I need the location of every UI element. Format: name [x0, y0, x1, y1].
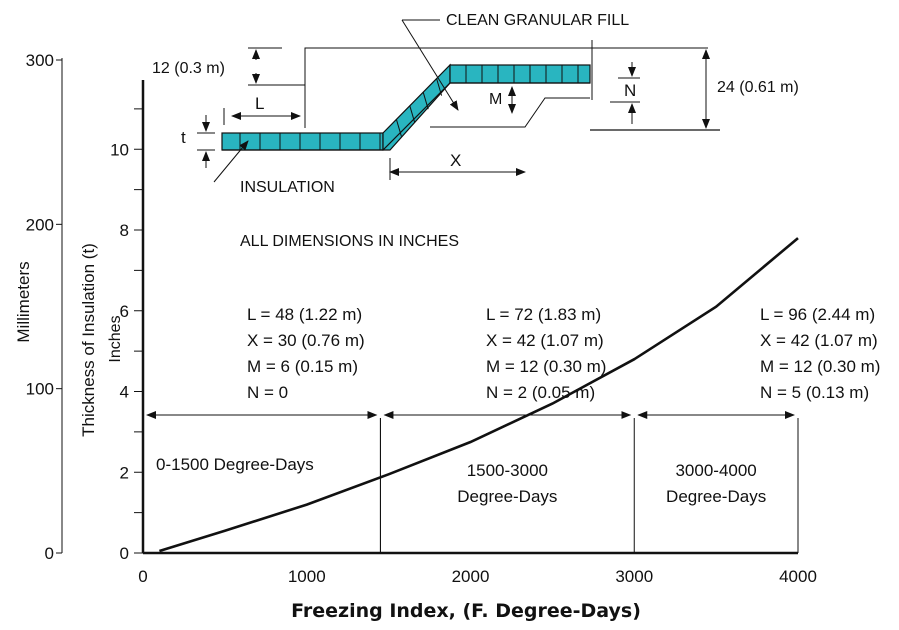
dim-12-label: 12 (0.3 m) [152, 60, 225, 77]
region-3: L = 96 (2.44 m) X = 42 (1.07 m) M = 12 (0.… [633, 305, 880, 553]
fill-leader-diagonal [401, 19, 459, 111]
y-tick-label: 2 [120, 463, 129, 482]
region-param: M = 12 (0.30 m) [760, 357, 880, 376]
region-label-line2: Degree-Days [666, 487, 766, 506]
region-label: 0-1500 Degree-Days [156, 455, 314, 474]
insulation-joint [395, 119, 402, 137]
mm-tick-label: 200 [26, 215, 54, 234]
region-param: X = 42 (1.07 m) [760, 331, 878, 350]
y-ticks: 0 2 4 6 8 10 [110, 108, 143, 563]
region-param: L = 72 (1.83 m) [486, 305, 601, 324]
dim-l-label: L [255, 94, 264, 113]
mm-tick-label: 100 [26, 380, 54, 399]
region-param: N = 2 (0.05 m) [486, 383, 595, 402]
y-tick-label: 8 [120, 221, 129, 240]
insulation-strip-right [449, 64, 591, 84]
insulation-strip-slope [382, 63, 451, 151]
region-label: 3000-4000 [675, 461, 756, 480]
region-2: L = 72 (1.83 m) X = 42 (1.07 m) M = 12 (0.… [379, 305, 632, 553]
region-param: M = 12 (0.30 m) [486, 357, 606, 376]
y-axis-unit: Inches [107, 315, 124, 362]
dim-x-label: X [450, 151, 461, 170]
region-param: L = 96 (2.44 m) [760, 305, 875, 324]
insulation-label: INSULATION [240, 179, 335, 196]
thickness-curve [159, 237, 799, 553]
dim-n-label: N [624, 81, 636, 100]
dim-t-label: t [181, 128, 186, 147]
region-label: 1500-3000 [467, 461, 548, 480]
mm-tick-label: 0 [45, 544, 54, 563]
y-tick-label: 4 [120, 383, 129, 402]
region-param: X = 30 (0.76 m) [247, 331, 365, 350]
y-axis-title: Thickness of Insulation (t) [79, 243, 98, 437]
m-depth-line [430, 97, 590, 128]
cross-section-diagram: 12 (0.3 m) L t INSULATION CLEAN GRANULAR… [152, 12, 799, 196]
mm-ticks: 0 100 200 300 [26, 51, 62, 563]
fill-top-outline [304, 47, 708, 128]
insulation-leader [213, 140, 249, 183]
x-tick-label: 4000 [779, 567, 817, 586]
insulation-joint [409, 105, 416, 123]
dimensions-note: ALL DIMENSIONS IN INCHES [240, 233, 459, 250]
x-tick-label: 0 [138, 567, 147, 586]
x-tick-label: 1000 [288, 567, 326, 586]
region-param: N = 5 (0.13 m) [760, 383, 869, 402]
y-tick-label: 10 [110, 140, 129, 159]
x-tick-label: 2000 [452, 567, 490, 586]
grade-line [222, 82, 590, 151]
degree-day-regions: L = 48 (1.22 m) X = 30 (0.76 m) M = 6 (0.1… [146, 305, 880, 553]
dim-m-label: M [489, 91, 502, 108]
dim-24-label: 24 (0.61 m) [717, 79, 799, 96]
region-param: L = 48 (1.22 m) [247, 305, 362, 324]
insulation-blocks [221, 63, 591, 151]
fill-label: CLEAN GRANULAR FILL [446, 12, 629, 29]
inch-axis: 0 2 4 6 8 10 0 1000 2000 3000 4000 Thickness of I… [79, 80, 817, 622]
region-param: M = 6 (0.15 m) [247, 357, 358, 376]
x-axis-title: Freezing Index, (F. Degree-Days) [291, 600, 641, 622]
region-label-line2: Degree-Days [457, 487, 557, 506]
region-param: N = 0 [247, 383, 288, 402]
y-tick-label: 0 [120, 544, 129, 563]
mm-axis-title: Millimeters [14, 261, 33, 342]
x-tick-label: 3000 [615, 567, 653, 586]
x-ticks: 0 1000 2000 3000 4000 [138, 567, 817, 586]
insulation-strip-left [221, 132, 384, 151]
region-1: L = 48 (1.22 m) X = 30 (0.76 m) M = 6 (0.1… [146, 305, 381, 553]
y-tick-label: 6 [120, 302, 129, 321]
mm-tick-label: 300 [26, 51, 54, 70]
millimeter-axis: 0 100 200 300 Millimeters [14, 51, 63, 563]
region-param: X = 42 (1.07 m) [486, 331, 604, 350]
